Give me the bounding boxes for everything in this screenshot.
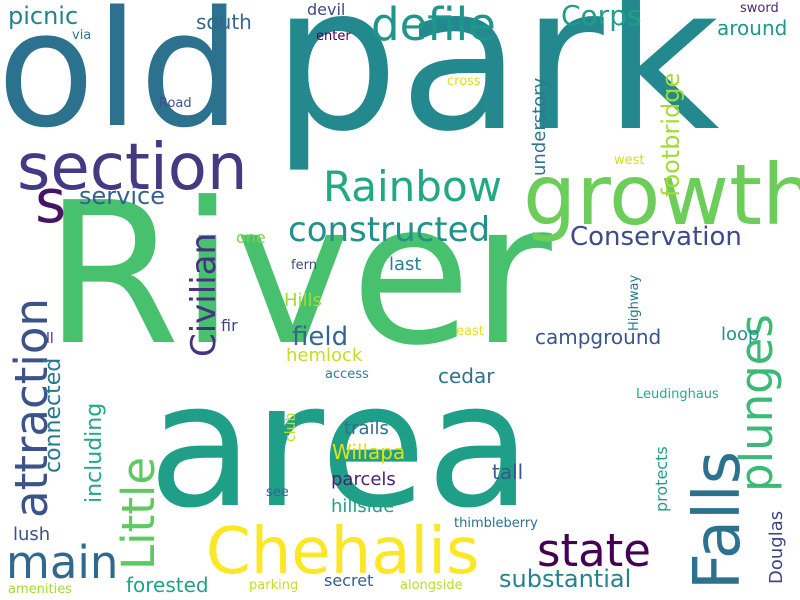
- word-conservation: Conservation: [570, 222, 742, 252]
- word-main: main: [6, 536, 119, 589]
- word-service: service: [79, 182, 165, 210]
- word-hills: Hills: [284, 290, 322, 311]
- word-fir: fir: [221, 316, 238, 335]
- word-thimbleberry: thimbleberry: [454, 516, 538, 531]
- word-s: s: [35, 167, 67, 237]
- word-devil: devil: [307, 0, 346, 19]
- word-amenities: amenities: [8, 582, 72, 597]
- word-road: Road: [159, 96, 192, 111]
- word-park: park: [272, 0, 720, 176]
- word-enter: enter: [316, 29, 351, 44]
- word-growth: growth: [523, 146, 800, 244]
- word-picnic: picnic: [8, 2, 79, 30]
- word-constructed: constructed: [288, 210, 491, 250]
- word-understory: understory: [529, 77, 550, 176]
- word-parcels: parcels: [331, 469, 396, 490]
- word-club: club: [283, 412, 299, 442]
- word-connected: connected: [41, 357, 66, 473]
- word-civilian: Civilian: [184, 232, 224, 357]
- word-cross: cross: [447, 74, 481, 89]
- word-corps: Corps: [561, 0, 642, 32]
- word-see: see: [266, 485, 289, 500]
- word-tall: tall: [492, 460, 524, 484]
- word-fern: fern: [291, 258, 317, 273]
- word-sword: sword: [740, 1, 779, 16]
- word-alongside: alongside: [400, 578, 463, 593]
- word-hemlock: hemlock: [286, 345, 363, 366]
- word-secret: secret: [324, 571, 374, 590]
- word-area: area: [148, 345, 532, 546]
- word-douglas: Douglas: [766, 510, 787, 584]
- word-highway: Highway: [627, 274, 642, 331]
- word-including: including: [82, 402, 107, 503]
- word-leudinghaus: Leudinghaus: [636, 387, 719, 402]
- word-defile: defile: [371, 0, 496, 51]
- word-trails: trails: [344, 418, 389, 439]
- word-west: west: [614, 153, 645, 168]
- word-south: south: [196, 10, 252, 34]
- word-campground: campground: [535, 325, 662, 349]
- word-substantial: substantial: [499, 565, 632, 593]
- word-east: east: [456, 324, 484, 339]
- word-forested: forested: [126, 573, 209, 597]
- word-around: around: [717, 16, 788, 40]
- word-last: last: [389, 254, 422, 275]
- word-protects: protects: [652, 446, 671, 512]
- word-via: via: [72, 28, 92, 43]
- word-state: state: [537, 524, 651, 577]
- word-river: River: [44, 161, 552, 389]
- word-little: Little: [112, 456, 165, 570]
- word-lush: lush: [13, 524, 51, 545]
- word-access: access: [325, 367, 369, 382]
- word-loop: loop: [721, 324, 760, 345]
- word-old: old: [0, 0, 241, 163]
- word-field: field: [292, 322, 349, 352]
- word-cedar: cedar: [438, 364, 495, 388]
- word-ll: ll: [46, 331, 54, 347]
- word-rainbow: Rainbow: [323, 162, 502, 211]
- word-chehalis: Chehalis: [206, 515, 480, 589]
- word-section: section: [17, 131, 248, 205]
- word-willapa: Willapa: [332, 440, 406, 464]
- word-parking: parking: [249, 578, 299, 593]
- word-hillside: hillside: [331, 496, 395, 517]
- word-one: one: [236, 228, 266, 247]
- word-footbridge: footbridge: [657, 72, 685, 197]
